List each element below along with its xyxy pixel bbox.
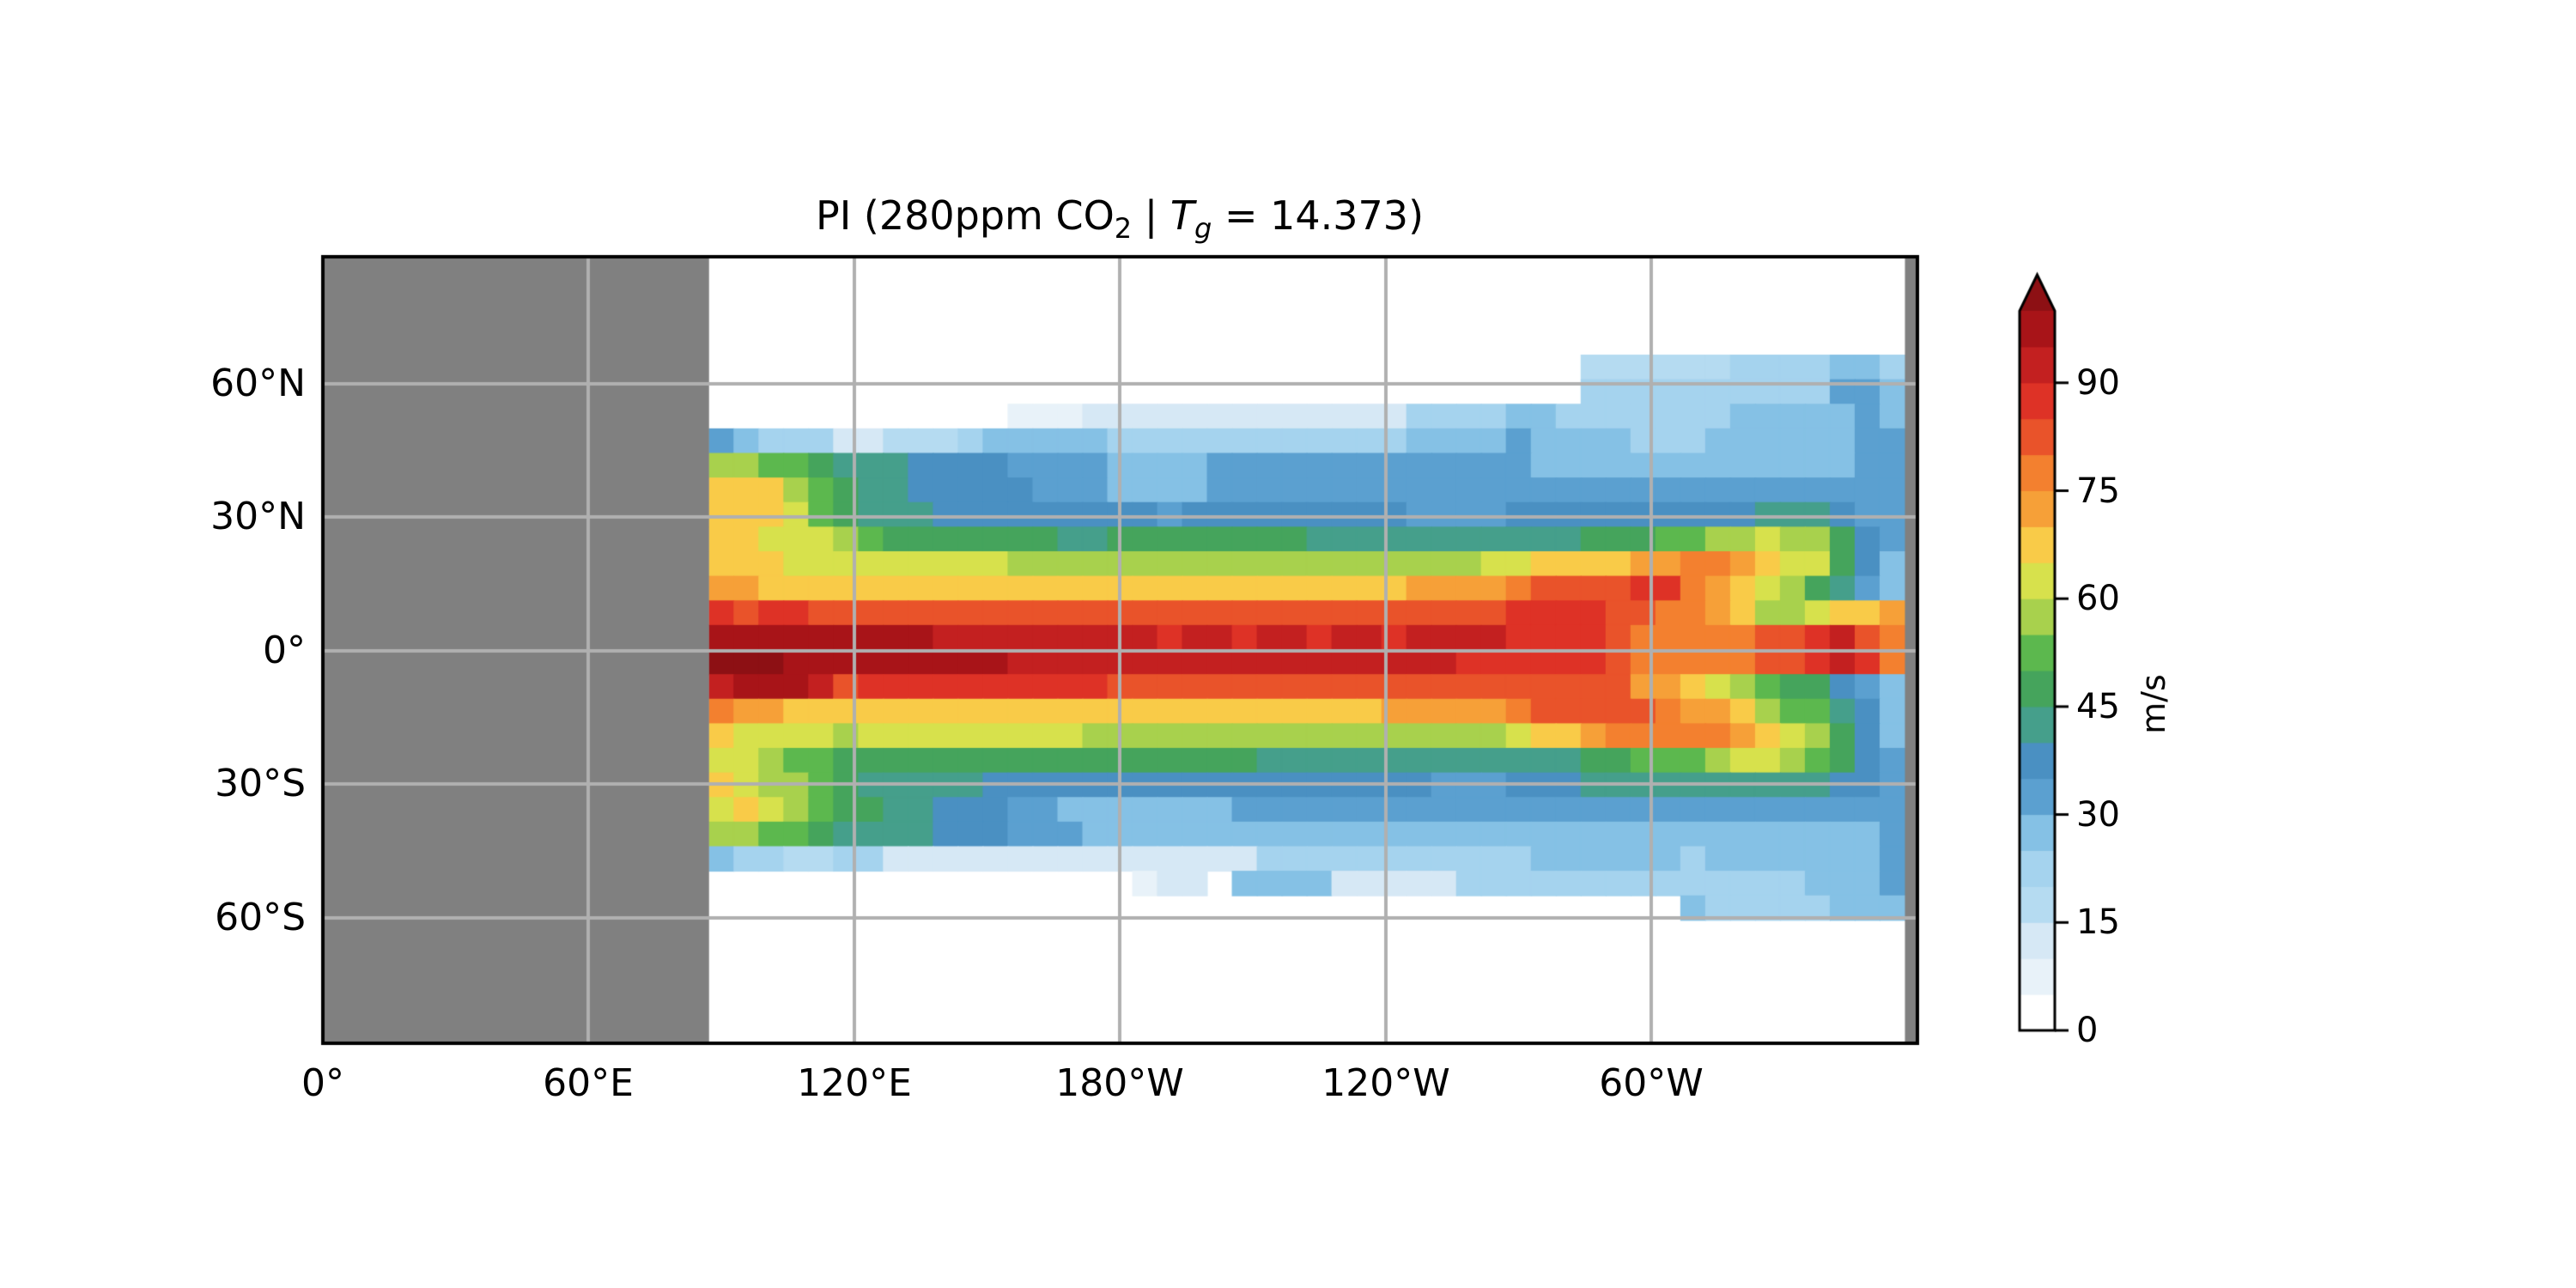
title-prefix: PI (280ppm CO [815,192,1115,239]
colorbar-tick-label-2: 30 [2076,794,2120,835]
y-tick-label-1: 30°N [210,495,306,538]
colorbar-tick-label-0: 0 [2076,1011,2099,1050]
y-tick-label-2: 0° [263,629,306,672]
chart-title: PI (280ppm CO2 | Tg = 14.373) [816,196,1424,242]
title-suffix: = 14.373) [1212,192,1425,239]
x-tick-label-1: 60°E [543,1061,634,1105]
x-tick-label-4: 120°W [1321,1061,1450,1105]
x-tick-label-3: 180°W [1055,1061,1184,1105]
colorbar-tick-label-4: 60 [2076,579,2120,619]
title-t-variable: T [1170,192,1195,239]
title-separator: | [1132,192,1170,239]
y-tick-label-4: 60°S [215,896,306,939]
y-tick-label-0: 60°N [210,361,306,405]
x-tick-label-2: 120°E [797,1061,912,1105]
colorbar-tick-label-3: 45 [2076,686,2120,726]
x-tick-label-5: 60°W [1599,1061,1704,1105]
title-co2-subscript: 2 [1114,212,1133,246]
y-tick-label-3: 30°S [215,762,306,805]
colorbar-unit-label: m/s [2135,674,2172,734]
title-t-subscript: g [1194,212,1212,246]
x-tick-label-0: 0° [301,1061,344,1105]
colorbar-tick-label-5: 75 [2076,471,2120,511]
colorbar-tick-label-6: 90 [2076,362,2120,403]
colorbar-tick-label-1: 15 [2076,902,2120,943]
